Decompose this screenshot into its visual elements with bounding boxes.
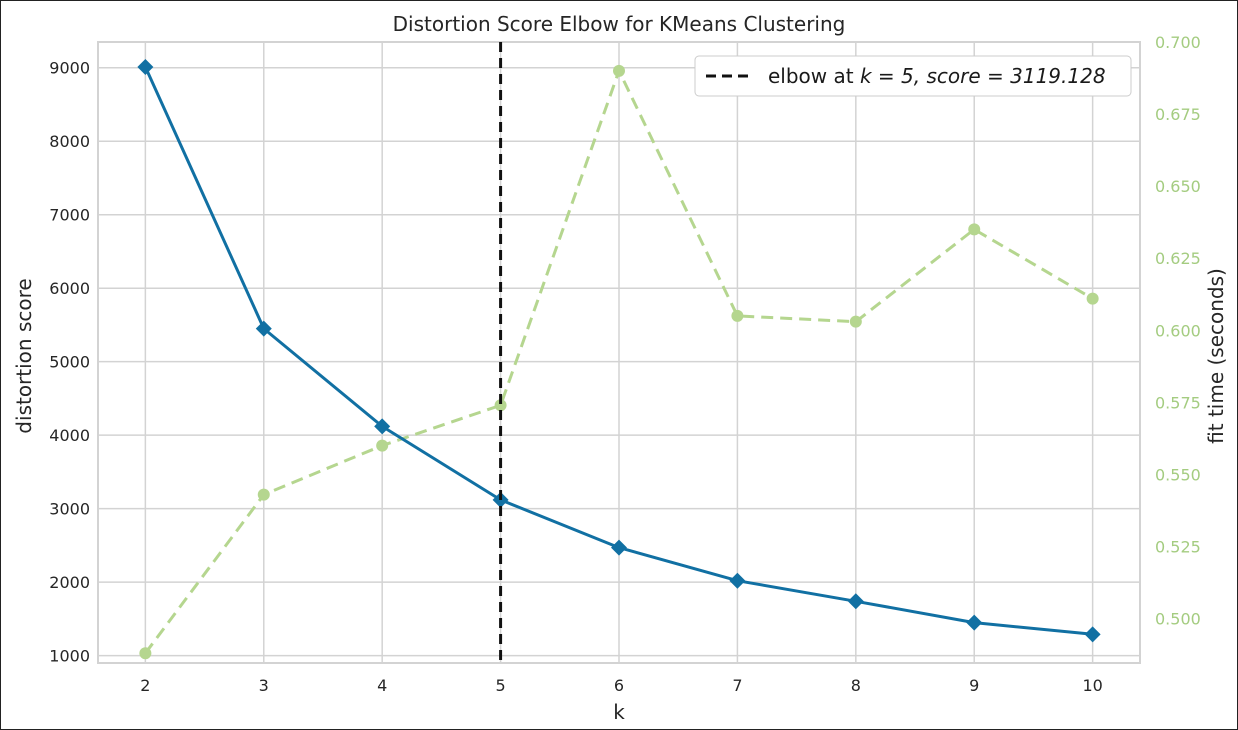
y-tick-label: 8000 xyxy=(49,132,90,151)
right-axis-ticks: 0.500 0.525 0.550 0.575 0.600 0.625 0.650 0.675… xyxy=(1155,33,1201,629)
y2-axis-label: fit time (seconds) xyxy=(1204,268,1228,444)
legend-box xyxy=(694,55,1132,97)
y-tick-label: 1000 xyxy=(49,647,90,666)
y-tick-label: 7000 xyxy=(49,206,90,225)
y2-tick-label: 0.525 xyxy=(1155,538,1201,557)
x-tick-label: 7 xyxy=(732,676,742,695)
y-tick-label: 4000 xyxy=(49,426,90,445)
distortion-point xyxy=(1084,626,1101,643)
chart-title: Distortion Score Elbow for KMeans Cluste… xyxy=(393,12,846,36)
marker-layer xyxy=(137,58,1101,660)
y-tick-label: 9000 xyxy=(49,59,90,78)
grid xyxy=(98,42,1140,663)
y-tick-label: 5000 xyxy=(49,353,90,372)
y2-tick-label: 0.625 xyxy=(1155,249,1201,268)
y2-tick-label: 0.650 xyxy=(1155,177,1201,196)
distortion-point xyxy=(255,320,272,337)
x-tick-label: 4 xyxy=(377,676,387,695)
y-tick-label: 6000 xyxy=(49,279,90,298)
left-axis-ticks: 1000 2000 3000 4000 5000 6000 7000 8000 9000 xyxy=(49,59,90,666)
x-tick-label: 2 xyxy=(140,676,150,695)
fit-time-point xyxy=(376,439,389,452)
distortion-point xyxy=(611,539,627,556)
fit-time-point xyxy=(731,309,744,322)
x-tick-label: 10 xyxy=(1082,676,1102,695)
fit-time-point xyxy=(139,647,152,660)
fit-time-point xyxy=(968,223,981,236)
fit-time-point xyxy=(613,64,625,77)
y-tick-label: 3000 xyxy=(49,500,90,519)
legend-label: elbow at k = 5, score = 3119.128 xyxy=(768,64,1106,88)
y2-tick-label: 0.600 xyxy=(1155,321,1201,340)
y-tick-label: 2000 xyxy=(49,573,90,592)
legend: elbow at k = 5, score = 3119.128 xyxy=(694,55,1132,97)
fit-time-point xyxy=(257,488,270,501)
x-tick-label: 5 xyxy=(495,676,505,695)
fit-time-point xyxy=(1086,292,1099,305)
x-tick-label: 3 xyxy=(259,676,269,695)
legend-label-math: k = 5, score = 3119.128 xyxy=(860,64,1106,88)
legend-label-main: elbow at xyxy=(768,64,860,88)
x-tick-label: 9 xyxy=(969,676,979,695)
x-axis-label: k xyxy=(613,700,625,724)
y2-tick-label: 0.500 xyxy=(1155,610,1201,629)
y2-tick-label: 0.550 xyxy=(1155,465,1201,484)
x-axis-ticks: 2 3 4 5 6 7 8 9 10 xyxy=(140,676,1103,695)
distortion-point xyxy=(729,572,746,589)
y-axis-label: distortion score xyxy=(12,278,36,433)
x-tick-label: 6 xyxy=(614,676,624,695)
distortion-point xyxy=(847,593,864,610)
plot-border xyxy=(97,41,1141,664)
fit-time-point xyxy=(849,315,862,328)
fit-time-point xyxy=(494,399,507,412)
distortion-point xyxy=(966,614,983,631)
y2-tick-label: 0.675 xyxy=(1155,105,1201,124)
y2-tick-label: 0.700 xyxy=(1155,33,1201,52)
distortion-point xyxy=(137,58,154,75)
y2-tick-label: 0.575 xyxy=(1155,393,1201,412)
distortion-point xyxy=(374,418,391,435)
x-tick-label: 8 xyxy=(851,676,861,695)
